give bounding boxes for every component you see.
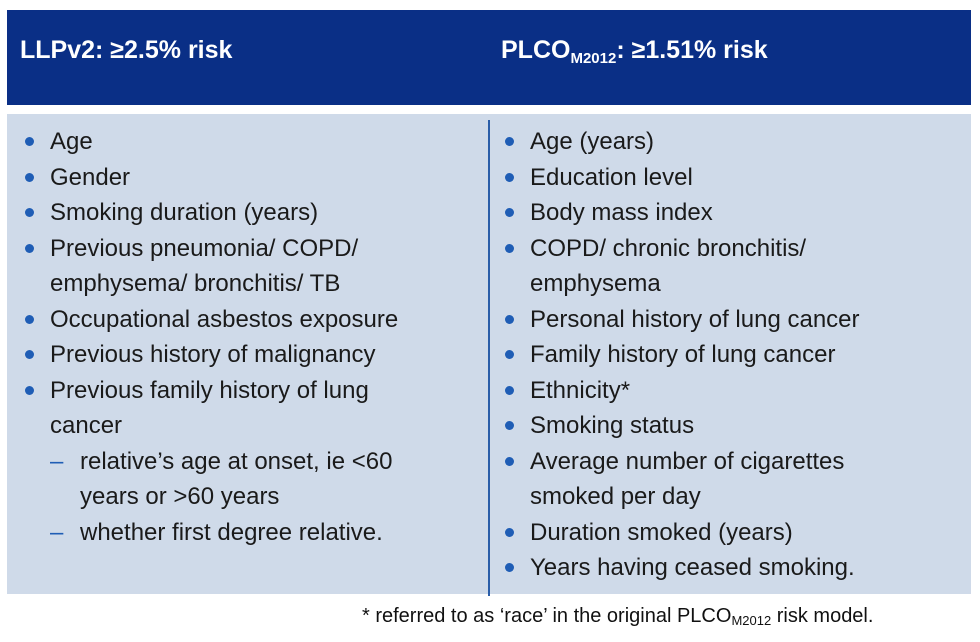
footnote: * referred to as ‘race’ in the original … [362,603,873,631]
bullet-dot-icon [25,172,34,182]
llpv2-factor-list: Age Gender Smoking duration (years) Prev… [25,124,480,550]
list-item: Gender [25,160,480,196]
risk-model-table: LLPv2: ≥2.5% risk PLCOM2012: ≥1.51% risk… [7,10,971,596]
bullet-dot-icon [505,137,514,146]
footnote-prefix: * referred to as ‘race’ in the original … [362,605,732,627]
list-item: Age (years) [505,124,960,160]
list-item: Years having ceased smoking. [505,550,960,586]
header-llpv2-title: LLPv2: ≥2.5% risk [20,36,233,64]
bullet-dot-icon [505,350,514,359]
list-item: Occupational asbestos exposure [25,302,480,338]
table-body: Age Gender Smoking duration (years) Prev… [7,114,971,596]
bullet-dot-icon [505,421,514,430]
header-plco-prefix: PLCO [501,36,571,64]
list-item: Previous pneumonia/ COPD/emphysema/ bron… [25,231,480,302]
list-item: Previous family history of lung cancer – r… [25,373,480,551]
family-history-sublist: – relative’s age at onset, ie <60 years or… [50,444,480,551]
header-plco: PLCOM2012: ≥1.51% risk [501,35,768,69]
list-item: Smoking status [505,408,960,444]
header-plco-suffix: : ≥1.51% risk [616,36,768,64]
list-item: Personal history of lung cancer [505,302,960,338]
bullet-dot-icon [25,350,34,359]
bullet-dot-icon [505,563,514,572]
bullet-dot-icon [25,208,34,217]
list-item: Age [25,124,480,160]
bullet-dot-icon [505,243,514,253]
list-item: Education level [505,160,960,196]
footnote-suffix: risk model. [771,605,874,627]
list-item: COPD/ chronic bronchitis/emphysema [505,231,960,302]
sublist-item: – relative’s age at onset, ie <60 years or… [50,444,480,515]
bullet-dot-icon [505,527,514,537]
list-item: Previous history of malignancy [25,337,480,373]
header-llpv2: LLPv2: ≥2.5% risk [20,35,232,65]
list-item: Duration smoked (years) [505,515,960,551]
footnote-subscript: M2012 [731,613,772,628]
dash-icon: – [50,518,64,546]
column-divider [488,120,490,596]
bullet-dot-icon [25,385,34,395]
list-item: Family history of lung cancer [505,337,960,373]
bullet-dot-icon [505,172,514,182]
bullet-dot-icon [25,137,34,146]
bullet-dot-icon [505,385,514,395]
sublist-item: – whether first degree relative. [50,515,480,551]
plco-factor-list: Age (years) Education level Body mass in… [505,124,960,586]
list-item: Average number of cigarettes smoked per d… [505,444,960,515]
dash-icon: – [50,447,64,475]
list-item: Ethnicity* [505,373,960,409]
list-item: Body mass index [505,195,960,231]
header-plco-subscript: M2012 [570,50,617,67]
bullet-dot-icon [25,314,34,324]
bullet-dot-icon [505,314,514,324]
bullet-dot-icon [505,208,514,217]
table-header: LLPv2: ≥2.5% risk PLCOM2012: ≥1.51% risk [7,10,971,105]
bullet-dot-icon [25,243,34,253]
list-item: Smoking duration (years) [25,195,480,231]
bullet-dot-icon [505,456,514,466]
